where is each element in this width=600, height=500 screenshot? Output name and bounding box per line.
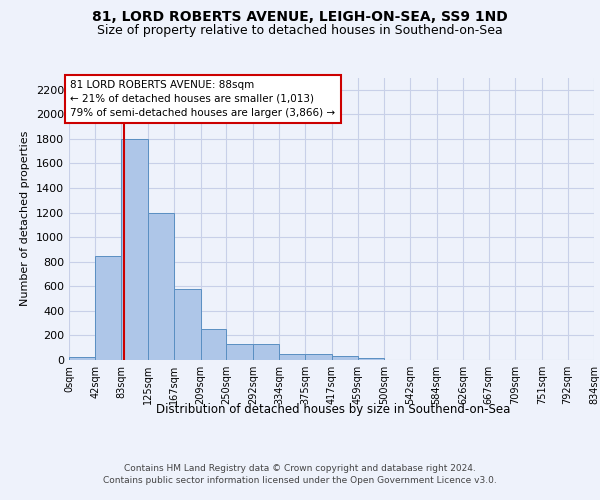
Bar [253, 344, 279, 360]
Bar [95, 256, 121, 360]
Bar [279, 354, 305, 360]
Text: Distribution of detached houses by size in Southend-on-Sea: Distribution of detached houses by size … [156, 402, 510, 415]
Bar [331, 356, 358, 360]
Bar [200, 328, 226, 360]
Bar [174, 289, 200, 360]
Bar [358, 358, 384, 360]
Text: Contains HM Land Registry data © Crown copyright and database right 2024.: Contains HM Land Registry data © Crown c… [124, 464, 476, 473]
Text: 81 LORD ROBERTS AVENUE: 88sqm
← 21% of detached houses are smaller (1,013)
79% o: 81 LORD ROBERTS AVENUE: 88sqm ← 21% of d… [70, 80, 335, 118]
Text: 81, LORD ROBERTS AVENUE, LEIGH-ON-SEA, SS9 1ND: 81, LORD ROBERTS AVENUE, LEIGH-ON-SEA, S… [92, 10, 508, 24]
Y-axis label: Number of detached properties: Number of detached properties [20, 131, 31, 306]
Text: Size of property relative to detached houses in Southend-on-Sea: Size of property relative to detached ho… [97, 24, 503, 37]
Bar [69, 357, 95, 360]
Bar [226, 344, 253, 360]
Text: Contains public sector information licensed under the Open Government Licence v3: Contains public sector information licen… [103, 476, 497, 485]
Bar [121, 139, 148, 360]
Bar [305, 354, 331, 360]
Bar [148, 212, 174, 360]
